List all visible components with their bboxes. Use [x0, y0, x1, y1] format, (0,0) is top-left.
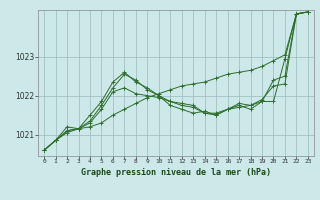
X-axis label: Graphe pression niveau de la mer (hPa): Graphe pression niveau de la mer (hPa) — [81, 168, 271, 177]
